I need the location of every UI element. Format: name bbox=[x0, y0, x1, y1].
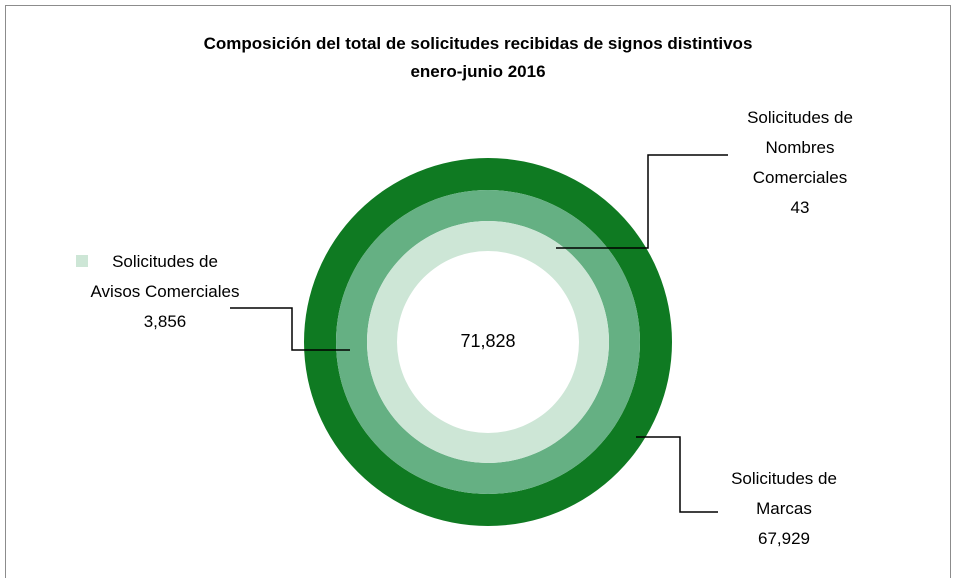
legend-marker bbox=[76, 255, 88, 267]
value-label: 43 bbox=[790, 198, 810, 217]
leader-line bbox=[556, 154, 728, 249]
chart-subtitle: enero-junio 2016 bbox=[410, 62, 546, 81]
category-label: Solicitudes de Nombres Comerciales bbox=[747, 108, 853, 187]
leader-line bbox=[636, 436, 718, 513]
value-label: 3,856 bbox=[143, 312, 187, 331]
value-label: 67,929 bbox=[758, 529, 810, 548]
chart-title: Composición del total de solicitudes rec… bbox=[203, 34, 753, 53]
chart-border bbox=[5, 5, 951, 578]
data-label: Solicitudes de Nombres Comerciales 43 bbox=[725, 103, 875, 223]
center-label: 71,828 bbox=[460, 331, 515, 351]
category-label: Solicitudes de Marcas bbox=[731, 469, 837, 518]
category-label: Solicitudes de Avisos Comerciales bbox=[90, 252, 240, 301]
leader-line bbox=[230, 307, 350, 351]
data-label: Solicitudes de Marcas 67,929 bbox=[709, 464, 859, 554]
data-label: Solicitudes de Avisos Comerciales 3,856 bbox=[90, 247, 240, 337]
